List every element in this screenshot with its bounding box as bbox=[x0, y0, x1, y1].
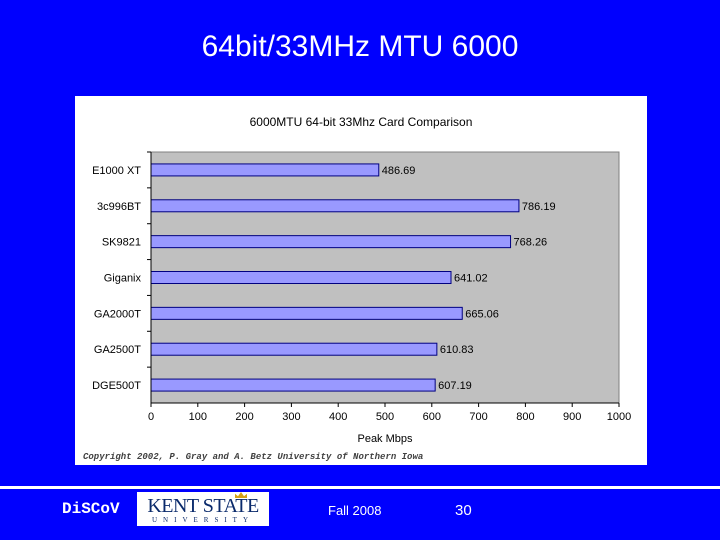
x-tick-label: 0 bbox=[148, 411, 154, 423]
footer-rule bbox=[0, 486, 720, 489]
bar-ga2500t bbox=[150, 342, 438, 356]
x-tick-label: 400 bbox=[329, 411, 347, 423]
x-axis-label: Peak Mbps bbox=[357, 433, 413, 445]
crown-icon bbox=[235, 492, 247, 498]
data-label: 768.26 bbox=[514, 237, 548, 249]
kent-state-logo: KENT STATE UNIVERSITY bbox=[137, 492, 269, 526]
bar-ga2000t bbox=[150, 306, 463, 320]
brand-label: DiSCoV bbox=[62, 500, 120, 518]
x-tick-label: 200 bbox=[235, 411, 253, 423]
logo-subtext: UNIVERSITY bbox=[152, 516, 254, 524]
x-tick-label: 900 bbox=[563, 411, 581, 423]
data-label: 486.69 bbox=[382, 165, 416, 177]
x-tick-label: 1000 bbox=[607, 411, 631, 423]
copyright-credit: Copyright 2002, P. Gray and A. Betz Univ… bbox=[83, 452, 423, 462]
x-tick-label: 700 bbox=[469, 411, 487, 423]
category-label: E1000 XT bbox=[92, 165, 141, 177]
x-tick-label: 300 bbox=[282, 411, 300, 423]
footer-date: Fall 2008 bbox=[328, 503, 382, 518]
logo-text: KENT STATE bbox=[147, 495, 259, 517]
data-label: 665.06 bbox=[465, 308, 499, 320]
bar-3c996bt bbox=[150, 199, 520, 213]
chart-title: 6000MTU 64-bit 33Mhz Card Comparison bbox=[250, 115, 473, 129]
data-label: 610.83 bbox=[440, 344, 474, 356]
data-label: 786.19 bbox=[522, 201, 556, 213]
x-tick-label: 800 bbox=[516, 411, 534, 423]
x-tick-label: 100 bbox=[189, 411, 207, 423]
chart-panel: 6000MTU 64-bit 33Mhz Card Comparison 486.… bbox=[75, 96, 647, 465]
data-label: 607.19 bbox=[438, 380, 472, 392]
category-label: GA2500T bbox=[94, 344, 141, 356]
category-label: DGE500T bbox=[92, 380, 141, 392]
x-tick-label: 600 bbox=[423, 411, 441, 423]
bar-sk9821 bbox=[150, 235, 512, 249]
bar-giganix bbox=[150, 271, 452, 284]
slide-title: 64bit/33MHz MTU 6000 bbox=[201, 30, 519, 63]
data-label: 641.02 bbox=[454, 273, 488, 285]
category-label: GA2000T bbox=[94, 308, 141, 320]
bar-dge500t bbox=[150, 378, 436, 392]
page-number: 30 bbox=[455, 502, 472, 519]
category-label: 3c996BT bbox=[97, 201, 141, 213]
bar-chart: 6000MTU 64-bit 33Mhz Card Comparison 486.… bbox=[83, 115, 631, 462]
category-label: SK9821 bbox=[102, 237, 141, 249]
bar-e1000-xt bbox=[150, 163, 380, 177]
category-label: Giganix bbox=[104, 273, 142, 285]
x-tick-label: 500 bbox=[376, 411, 394, 423]
